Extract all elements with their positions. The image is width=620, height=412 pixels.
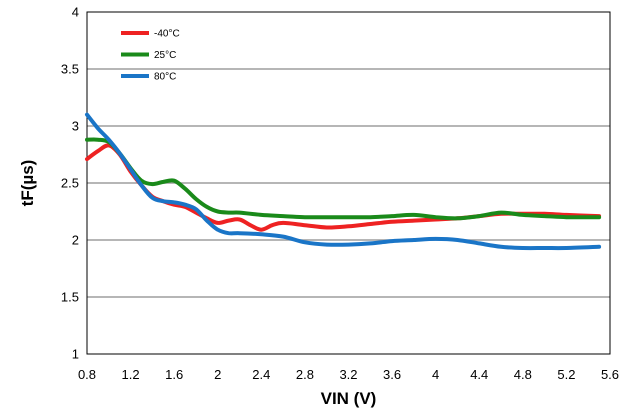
x-tick-label: 0.8	[78, 367, 96, 382]
x-tick-label: 4.8	[514, 367, 532, 382]
x-tick-label: 2	[214, 367, 221, 382]
y-tick-label: 3.5	[61, 62, 79, 77]
series-lines	[85, 112, 602, 251]
y-tick-label: 1	[72, 347, 79, 362]
x-tick-label: 3.2	[339, 367, 357, 382]
x-tick-label: 1.2	[122, 367, 140, 382]
y-tick-label: 1.5	[61, 290, 79, 305]
legend-label-0: -40°C	[154, 29, 180, 40]
x-tick-label: 2.4	[252, 367, 270, 382]
y-tick-label: 3	[72, 119, 79, 134]
x-tick-label: 3.6	[383, 367, 401, 382]
series-line-2	[85, 112, 602, 251]
legend-label-1: 25°C	[154, 50, 176, 61]
x-axis-tick-labels: 0.8 1.2 1.6 2 2.4 2.8 3.2 3.6 4 4.4 4.8 5.2 5.6	[78, 367, 619, 382]
y-axis-title: tF(µs)	[18, 160, 37, 207]
x-tick-label: 2.8	[296, 367, 314, 382]
gridlines	[87, 68, 610, 298]
y-tick-label: 4	[72, 5, 79, 20]
legend-label-2: 80°C	[154, 72, 176, 83]
x-tick-label: 5.2	[557, 367, 575, 382]
plot-frame	[86, 11, 611, 355]
x-tick-label: 4.4	[470, 367, 488, 382]
y-axis-tick-labels: 1 1.5 2 2.5 3 3.5 4	[61, 5, 79, 362]
x-tick-label: 1.6	[165, 367, 183, 382]
series-line-1	[85, 137, 602, 221]
y-tick-label: 2	[72, 233, 79, 248]
legend: -40°C 25°C 80°C	[121, 29, 180, 83]
x-axis-title: VIN (V)	[321, 389, 377, 408]
x-tick-label: 5.6	[601, 367, 619, 382]
y-tick-label: 2.5	[61, 176, 79, 191]
x-tick-label: 4	[432, 367, 439, 382]
